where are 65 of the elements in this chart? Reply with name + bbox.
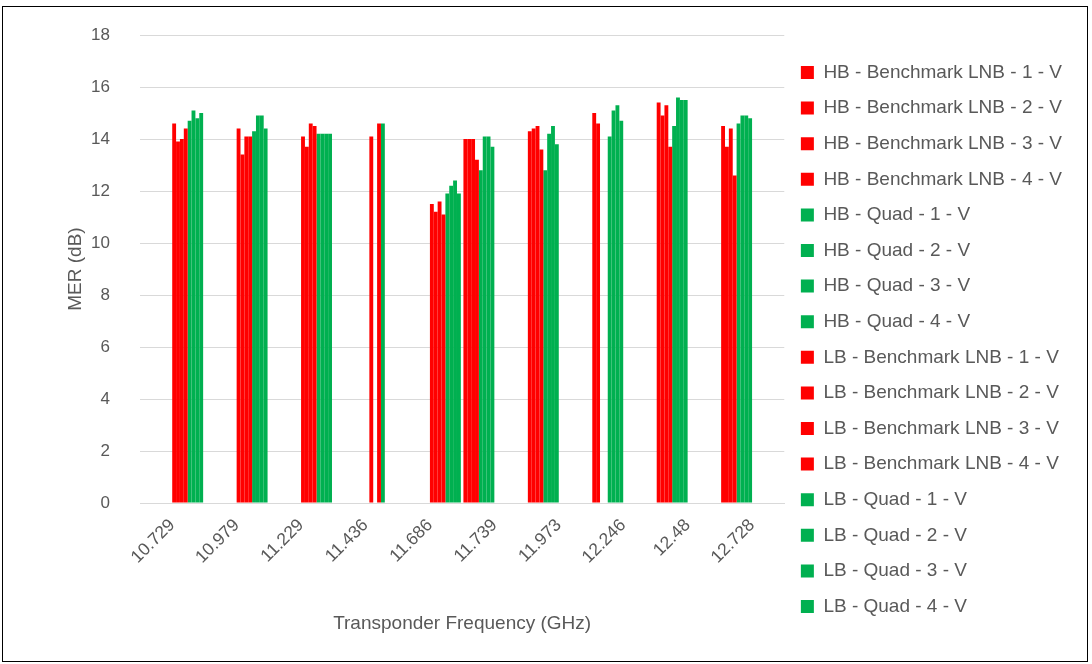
bar: [172, 123, 177, 503]
bar: [592, 113, 597, 503]
legend-label: HB - Benchmark LNB - 1 - V: [823, 60, 1063, 82]
y-tick-label: 6: [100, 336, 110, 356]
legend-label: LB - Quad - 3 - V: [823, 559, 968, 581]
bar: [531, 128, 536, 503]
bar: [664, 105, 669, 503]
y-tick-label: 14: [91, 128, 110, 148]
bar: [748, 118, 753, 503]
bar: [615, 105, 620, 503]
y-tick-label: 4: [100, 388, 110, 408]
y-tick-label: 12: [91, 180, 110, 200]
bar: [656, 102, 661, 503]
bar: [244, 136, 249, 503]
legend-label: LB - Benchmark LNB - 4 - V: [823, 452, 1060, 474]
y-tick-label: 18: [91, 24, 110, 44]
bar: [721, 126, 725, 503]
bar: [429, 204, 434, 503]
bar: [449, 185, 454, 503]
legend-label: HB - Benchmark LNB - 4 - V: [823, 167, 1063, 189]
bar: [380, 123, 385, 503]
bar: [744, 115, 749, 503]
bar: [236, 128, 241, 503]
bar: [683, 100, 688, 503]
bar: [199, 113, 204, 503]
legend-label: LB - Quad - 2 - V: [823, 523, 968, 545]
bar: [320, 133, 325, 503]
legend-label: HB - Quad - 4 - V: [823, 309, 971, 331]
bar: [471, 139, 476, 503]
bar: [679, 100, 684, 503]
bar: [482, 136, 487, 503]
bar: [463, 139, 468, 503]
bar: [248, 136, 253, 503]
bar: [308, 123, 313, 503]
legend-label: LB - Quad - 4 - V: [823, 594, 968, 616]
bar: [301, 136, 305, 503]
bar: [255, 115, 260, 503]
y-axis-title: MER (dB): [63, 227, 85, 311]
bar: [324, 133, 329, 503]
legend-label: LB - Quad - 1 - V: [823, 487, 968, 509]
legend-label: HB - Quad - 1 - V: [823, 203, 971, 225]
bar: [369, 136, 374, 503]
bar: [527, 131, 532, 503]
bar: [740, 115, 745, 503]
bar: [312, 126, 317, 503]
bar: [467, 139, 472, 503]
legend-label: LB - Benchmark LNB - 1 - V: [823, 345, 1060, 367]
bar: [377, 123, 381, 503]
y-tick-label: 2: [100, 440, 110, 460]
legend-label: LB - Benchmark LNB - 3 - V: [823, 416, 1060, 438]
y-tick-label: 16: [91, 76, 110, 96]
bar: [437, 201, 442, 503]
bar: [728, 128, 733, 503]
legend-label: HB - Benchmark LNB - 3 - V: [823, 131, 1063, 153]
legend-label: HB - Quad - 3 - V: [823, 274, 971, 296]
legend-label: HB - Quad - 2 - V: [823, 238, 971, 260]
x-axis-title: Transponder Frequency (GHz): [333, 611, 592, 633]
y-tick-label: 10: [91, 232, 110, 252]
y-tick-label: 0: [100, 492, 110, 512]
bar: [328, 133, 332, 503]
bar: [183, 128, 188, 503]
y-tick-label: 8: [100, 284, 110, 304]
legend-label: HB - Benchmark LNB - 2 - V: [823, 96, 1063, 118]
legend-label: LB - Benchmark LNB - 2 - V: [823, 381, 1060, 403]
bar: [259, 115, 264, 503]
